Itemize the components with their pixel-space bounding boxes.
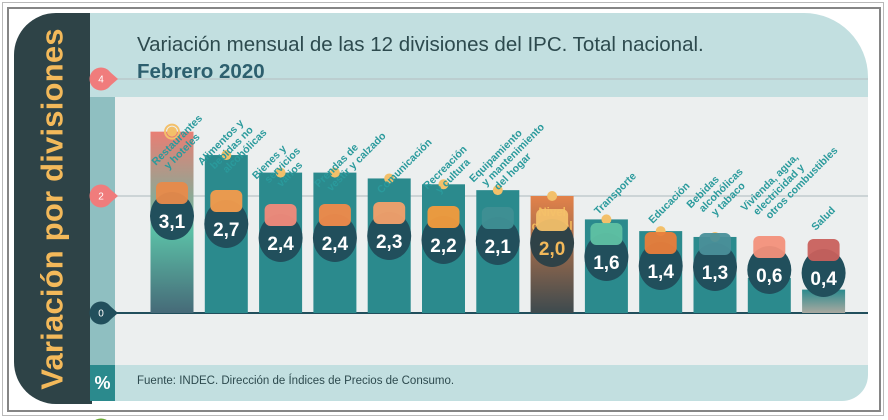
y-tick-label: 0 <box>98 309 104 320</box>
y-tick-pointer <box>110 72 118 86</box>
bar-dot <box>547 191 558 201</box>
value-badge <box>801 249 846 297</box>
washing-machine-icon <box>481 207 514 229</box>
value-badge <box>421 216 466 264</box>
chart-title: Variación mensual de las 12 divisiones d… <box>137 33 704 56</box>
tshirt-icon <box>318 204 351 226</box>
bar-dot <box>221 150 232 161</box>
value-badge <box>204 200 249 248</box>
value-label: 1,6 <box>593 253 619 274</box>
y-tick-label: 2 <box>98 192 104 203</box>
sube-card-car-icon <box>590 223 623 245</box>
bar-dot <box>384 173 395 184</box>
value-badge <box>367 212 412 260</box>
bottle-icon <box>699 233 731 255</box>
value-badge <box>747 246 792 294</box>
value-label: 0,6 <box>756 266 782 287</box>
value-badge <box>638 242 683 290</box>
value-label: 2,4 <box>322 234 349 255</box>
bar-dot <box>492 185 503 196</box>
value-badge <box>312 214 357 262</box>
value-label: 2,7 <box>213 220 239 241</box>
y-tick-marker <box>89 184 113 208</box>
bar-dot <box>438 179 449 190</box>
value-label: 0,4 <box>810 269 837 290</box>
side-panel <box>14 13 92 404</box>
value-label: 2,3 <box>376 232 402 253</box>
bar-dot <box>601 214 612 225</box>
y-tick-label: 4 <box>98 75 104 86</box>
value-label: 3,1 <box>159 212 186 233</box>
shopping-basket-icon <box>536 209 569 231</box>
category-label: Transporte <box>592 170 639 217</box>
roast-chicken-icon <box>210 190 243 212</box>
scissors-icon <box>264 204 297 226</box>
value-badge <box>530 219 575 267</box>
value-badge <box>150 192 194 240</box>
phone-icon <box>373 202 406 224</box>
value-label: 2,2 <box>430 236 456 257</box>
chart-subtitle: Febrero 2020 <box>137 60 265 83</box>
value-badge <box>693 243 737 291</box>
y-tick-pointer <box>110 189 118 203</box>
footer-band <box>90 365 868 401</box>
value-badge <box>475 217 520 265</box>
first-aid-icon <box>807 239 840 261</box>
category-label-line: Transporte <box>592 170 639 217</box>
bar-dot-ring <box>164 123 180 140</box>
value-label: 1,4 <box>647 262 674 283</box>
value-label: 2,0 <box>539 239 565 260</box>
value-label: 2,1 <box>485 237 512 258</box>
header-band <box>90 13 868 97</box>
unit-label: % <box>90 365 115 401</box>
bar-dot <box>275 167 286 178</box>
bar-dot <box>329 167 340 178</box>
category-label: Salud <box>809 204 838 233</box>
value-badge <box>584 233 629 281</box>
travel-bag-icon <box>156 182 188 204</box>
value-label: 2,4 <box>267 234 294 255</box>
y-tick-marker <box>89 67 113 91</box>
folder-icon <box>644 232 677 254</box>
category-label-line: Salud <box>809 204 838 233</box>
value-badge <box>258 214 303 262</box>
value-label: 1,3 <box>702 263 728 284</box>
lightbulb-icon <box>753 236 786 258</box>
source-note: Fuente: INDEC. Dirección de Índices de P… <box>137 375 455 387</box>
bar-dot <box>167 126 177 137</box>
beach-umbrella-icon <box>427 206 460 228</box>
bar <box>802 289 846 313</box>
y-tick-marker <box>89 301 113 325</box>
y-tick-pointer <box>110 306 118 320</box>
